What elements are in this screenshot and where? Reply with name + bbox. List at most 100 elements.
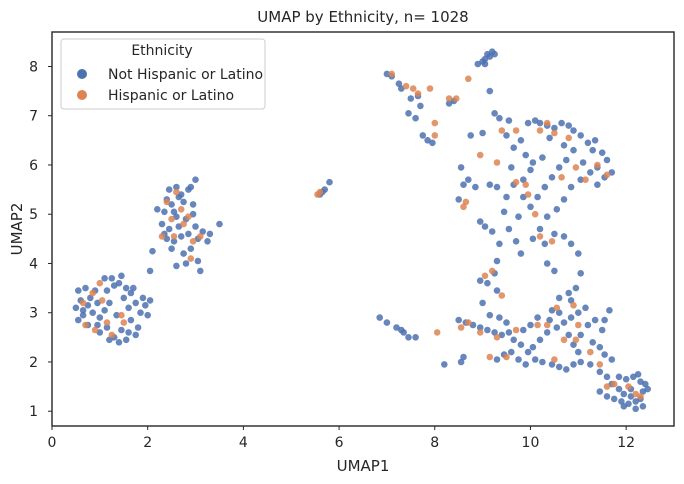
point-not-hispanic-210 <box>455 316 463 324</box>
point-not-hispanic-286 <box>639 403 647 410</box>
point-hispanic-69 <box>572 336 580 344</box>
point-not-hispanic-156 <box>560 196 568 203</box>
point-hispanic-37 <box>465 75 472 83</box>
y-tick-label-2: 3 <box>29 306 38 322</box>
point-hispanic-57 <box>531 210 539 218</box>
point-not-hispanic-218 <box>510 336 517 344</box>
point-not-hispanic-25 <box>132 299 139 307</box>
point-not-hispanic-208 <box>457 358 465 366</box>
x-tick-label-3: 6 <box>335 435 344 451</box>
point-not-hispanic-148 <box>584 139 592 147</box>
point-not-hispanic-111 <box>486 181 494 188</box>
y-tick-label-6: 7 <box>29 109 38 125</box>
point-not-hispanic-186 <box>563 156 570 164</box>
point-not-hispanic-273 <box>486 311 494 319</box>
point-hispanic-27 <box>426 85 434 92</box>
point-not-hispanic-187 <box>570 146 577 154</box>
point-not-hispanic-116 <box>496 240 503 248</box>
plot-frame <box>51 31 675 427</box>
point-not-hispanic-268 <box>608 356 616 363</box>
point-not-hispanic-101 <box>429 139 436 147</box>
point-not-hispanic-33 <box>101 275 108 282</box>
point-not-hispanic-146 <box>570 127 577 134</box>
point-not-hispanic-201 <box>383 319 391 326</box>
point-not-hispanic-28 <box>127 289 135 297</box>
point-not-hispanic-76 <box>173 183 180 191</box>
x-tick-label-1: 2 <box>143 435 152 451</box>
point-not-hispanic-117 <box>493 257 501 265</box>
point-not-hispanic-3 <box>87 294 94 302</box>
point-not-hispanic-4 <box>72 304 80 312</box>
point-hispanic-55 <box>553 304 561 312</box>
point-hispanic-79 <box>575 321 582 329</box>
point-hispanic-71 <box>596 361 604 368</box>
point-not-hispanic-63 <box>170 238 178 245</box>
point-hispanic-75 <box>632 390 639 398</box>
point-not-hispanic-53 <box>187 183 195 191</box>
point-not-hispanic-121 <box>476 277 484 285</box>
point-not-hispanic-255 <box>536 336 544 344</box>
point-not-hispanic-271 <box>606 307 613 314</box>
legend-marker-not-hispanic <box>77 69 87 79</box>
point-not-hispanic-30 <box>130 284 137 292</box>
point-not-hispanic-36 <box>139 294 147 302</box>
point-not-hispanic-206 <box>398 326 405 334</box>
point-not-hispanic-149 <box>589 146 596 154</box>
point-not-hispanic-160 <box>529 235 537 243</box>
point-not-hispanic-114 <box>481 223 489 230</box>
point-not-hispanic-132 <box>491 110 498 117</box>
point-not-hispanic-173 <box>517 250 525 257</box>
point-not-hispanic-213 <box>476 324 484 331</box>
point-not-hispanic-261 <box>582 304 589 312</box>
point-not-hispanic-228 <box>587 361 594 368</box>
point-not-hispanic-224 <box>555 363 563 371</box>
point-not-hispanic-182 <box>534 193 541 201</box>
point-not-hispanic-229 <box>596 368 604 376</box>
point-not-hispanic-281 <box>575 348 582 356</box>
point-hispanic-36 <box>512 178 520 186</box>
point-not-hispanic-285 <box>615 373 623 381</box>
y-tick-label-1: 2 <box>29 355 38 371</box>
point-not-hispanic-159 <box>536 225 544 233</box>
point-not-hispanic-109 <box>455 196 463 203</box>
point-not-hispanic-5 <box>79 311 87 319</box>
point-not-hispanic-183 <box>541 183 549 191</box>
point-not-hispanic-172 <box>551 267 558 275</box>
point-hispanic-0 <box>89 289 96 297</box>
y-tick-label-5: 6 <box>29 158 38 174</box>
point-hispanic-30 <box>453 95 460 102</box>
point-not-hispanic-85 <box>154 206 161 213</box>
point-not-hispanic-245 <box>632 405 639 413</box>
point-hispanic-78 <box>603 383 611 390</box>
point-hispanic-18 <box>197 233 204 240</box>
point-hispanic-24 <box>402 82 410 90</box>
point-not-hispanic-275 <box>503 319 510 326</box>
point-not-hispanic-184 <box>548 174 556 181</box>
point-not-hispanic-232 <box>615 385 623 393</box>
point-hispanic-46 <box>551 129 558 137</box>
point-not-hispanic-106 <box>457 164 465 171</box>
point-not-hispanic-154 <box>577 176 584 183</box>
point-hispanic-23 <box>388 70 396 78</box>
point-not-hispanic-105 <box>479 129 486 137</box>
point-not-hispanic-134 <box>505 117 513 124</box>
x-tick-label-5: 10 <box>522 435 540 451</box>
point-not-hispanic-277 <box>527 321 534 329</box>
x-tick-label-6: 12 <box>617 435 635 451</box>
point-not-hispanic-279 <box>546 316 553 324</box>
point-not-hispanic-14 <box>103 324 111 331</box>
point-hispanic-50 <box>594 161 601 169</box>
point-hispanic-16 <box>170 233 178 240</box>
point-not-hispanic-144 <box>558 119 565 127</box>
point-not-hispanic-0 <box>75 287 82 294</box>
point-hispanic-65 <box>503 353 510 361</box>
point-not-hispanic-66 <box>187 245 195 252</box>
point-hispanic-70 <box>587 348 594 356</box>
y-tick-label-4: 5 <box>29 207 38 223</box>
point-hispanic-35 <box>493 159 501 166</box>
point-not-hispanic-120 <box>479 299 486 307</box>
point-not-hispanic-264 <box>570 341 577 349</box>
point-not-hispanic-37 <box>144 311 151 319</box>
point-not-hispanic-219 <box>517 341 525 349</box>
point-hispanic-41 <box>498 127 506 134</box>
